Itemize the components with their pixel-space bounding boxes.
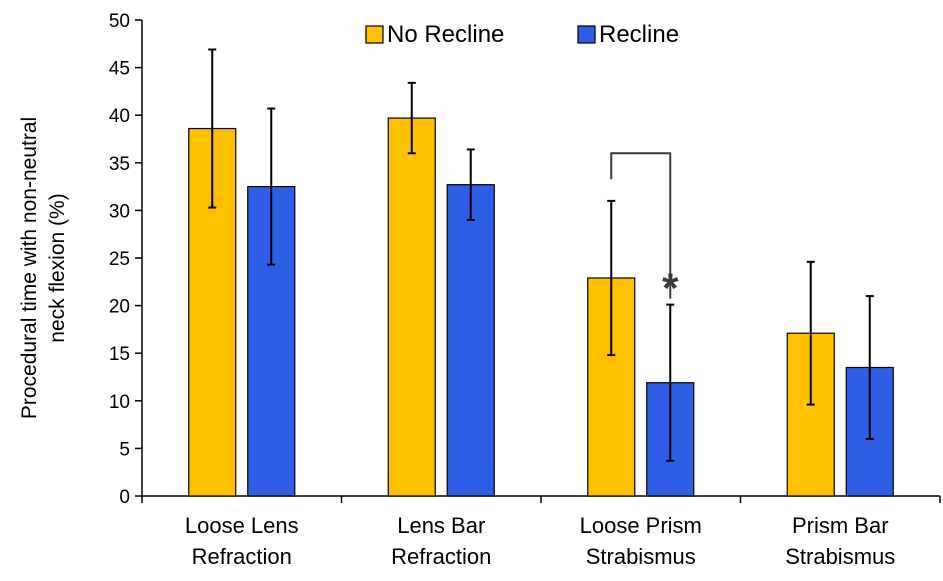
legend: No Recline Recline (365, 21, 679, 48)
x-category-label: Loose Prism (580, 513, 702, 538)
y-tick-label: 0 (119, 487, 130, 508)
legend-label: No Recline (387, 21, 504, 48)
x-axis: Loose Lens Refraction Lens Bar Refraction Lo… (141, 495, 941, 569)
y-axis-title-line: neck flexion (%) (46, 193, 69, 342)
y-tick-label: 30 (109, 201, 130, 222)
y-tick-label: 15 (109, 344, 130, 365)
y-tick-label: 40 (109, 106, 130, 127)
y-axis-title-line: Procedural time with non-neutral (18, 117, 41, 419)
x-category-label: Prism Bar (792, 513, 889, 538)
y-tick-label: 35 (109, 154, 130, 175)
annotations: * (610, 152, 679, 312)
x-category-label: Refraction (192, 544, 292, 569)
bars (188, 117, 894, 497)
x-category-label: Loose Lens (185, 513, 299, 538)
x-category-label: Refraction (391, 544, 491, 569)
y-tick-label: 45 (109, 59, 130, 80)
y-axis: 0 5 10 15 20 25 30 35 40 45 50 (109, 11, 143, 508)
y-tick-label: 20 (109, 297, 130, 318)
legend-swatch-no-recline (365, 25, 384, 44)
legend-swatch-recline (577, 25, 596, 44)
bar-no-recline (387, 117, 436, 497)
significance-asterisk: * (662, 265, 679, 312)
legend-label: Recline (599, 21, 679, 48)
x-category-label: Strabismus (586, 544, 696, 569)
x-category-label: Strabismus (785, 544, 895, 569)
significance-bracket (610, 152, 672, 299)
y-tick-label: 5 (119, 439, 130, 460)
error-bars (208, 48, 874, 462)
y-axis-title: Procedural time with non-neutral neck fle… (18, 117, 69, 419)
y-tick-label: 25 (109, 249, 130, 270)
bar-recline (446, 184, 495, 497)
x-category-label: Lens Bar (397, 513, 485, 538)
y-tick-label: 10 (109, 392, 130, 413)
y-tick-label: 50 (109, 11, 130, 32)
